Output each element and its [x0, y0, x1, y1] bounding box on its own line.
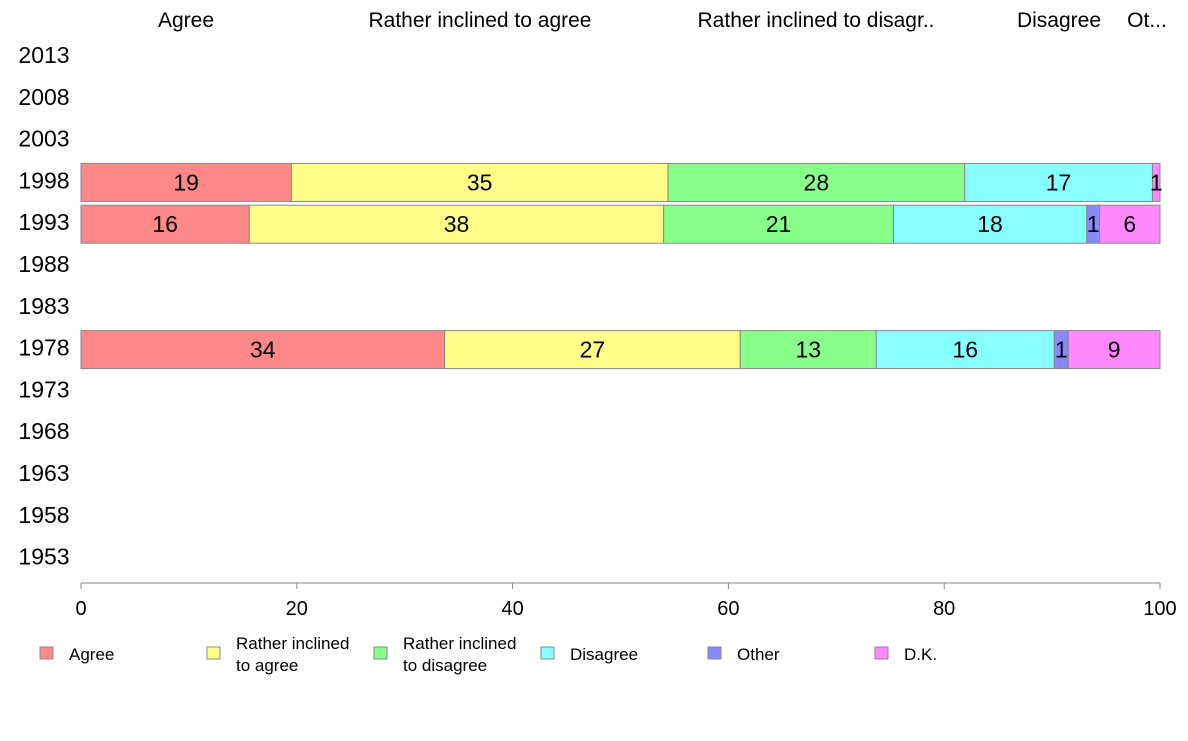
bar-segment	[248, 204, 665, 244]
top-label: Disagree	[1017, 9, 1101, 32]
x-tick-label: 0	[75, 598, 86, 620]
data-label: 34	[250, 337, 276, 363]
y-tick-label: 1983	[18, 293, 69, 319]
bar-segment	[1151, 162, 1161, 202]
y-tick-label: 1958	[18, 502, 69, 528]
x-tick-label: 80	[933, 598, 955, 620]
data-label: 17	[1046, 169, 1072, 195]
y-tick-label: 2003	[18, 126, 69, 152]
y-tick-label: 1988	[18, 251, 69, 277]
x-tick-label: 60	[717, 598, 739, 620]
x-tick-label: 40	[501, 598, 523, 620]
legend-swatch	[540, 646, 555, 660]
data-label: 28	[804, 169, 830, 195]
data-label: 21	[766, 211, 792, 237]
data-label: 19	[173, 169, 199, 195]
bar-segment	[80, 330, 446, 370]
bar-segment	[964, 162, 1153, 202]
data-label: 35	[467, 169, 493, 195]
bar-segment	[80, 162, 292, 202]
y-tick-label: 1973	[18, 376, 69, 402]
legend-label: Other	[737, 645, 780, 664]
y-tick-label: 1968	[18, 418, 69, 444]
top-label: Ot...	[1127, 9, 1167, 32]
legend-swatch	[39, 646, 54, 660]
y-tick-label: 1953	[18, 544, 69, 570]
y-tick-label: 1998	[18, 167, 69, 193]
data-label: 1	[1150, 169, 1163, 195]
bar-segment	[667, 162, 966, 202]
y-tick-label: 2008	[18, 84, 69, 110]
top-label: Rather inclined to disagr..	[698, 9, 935, 32]
legend-swatch	[206, 646, 221, 660]
legend-swatch	[874, 646, 889, 660]
legend-swatch	[707, 646, 722, 660]
top-label: Agree	[158, 9, 214, 32]
data-label: 6	[1123, 211, 1136, 237]
legend-label: to agree	[236, 656, 298, 675]
y-tick-label: 1978	[18, 335, 69, 361]
data-label: 27	[580, 337, 606, 363]
y-tick-label: 1993	[18, 209, 69, 235]
bar-segment	[444, 330, 741, 370]
data-label: 1	[1087, 211, 1100, 237]
data-label: 9	[1108, 337, 1121, 363]
bar-segment	[663, 204, 894, 244]
legend-swatch	[373, 646, 388, 660]
bar-segment	[739, 330, 877, 370]
legend-label: Agree	[69, 645, 114, 664]
data-label: 16	[952, 337, 978, 363]
x-tick-label: 100	[1143, 598, 1176, 620]
legend-label: Disagree	[570, 645, 638, 664]
data-label: 18	[977, 211, 1003, 237]
legend-label: Rather inclined	[403, 634, 516, 653]
top-label: Rather inclined to agree	[369, 9, 592, 32]
legend-label: to disagree	[403, 656, 487, 675]
bar-segment	[80, 204, 250, 244]
data-label: 1	[1055, 337, 1068, 363]
bar-segment	[892, 204, 1088, 244]
data-label: 13	[795, 337, 821, 363]
y-tick-label: 2013	[18, 42, 69, 68]
bar-segment	[1099, 204, 1161, 244]
bar-segment	[290, 162, 669, 202]
data-label: 16	[152, 211, 178, 237]
legend-label: Rather inclined	[236, 634, 349, 653]
x-tick-label: 20	[286, 598, 308, 620]
bar-segment	[1067, 330, 1161, 370]
y-tick-label: 1963	[18, 460, 69, 486]
legend-label: D.K.	[904, 645, 937, 664]
data-label: 38	[444, 211, 470, 237]
